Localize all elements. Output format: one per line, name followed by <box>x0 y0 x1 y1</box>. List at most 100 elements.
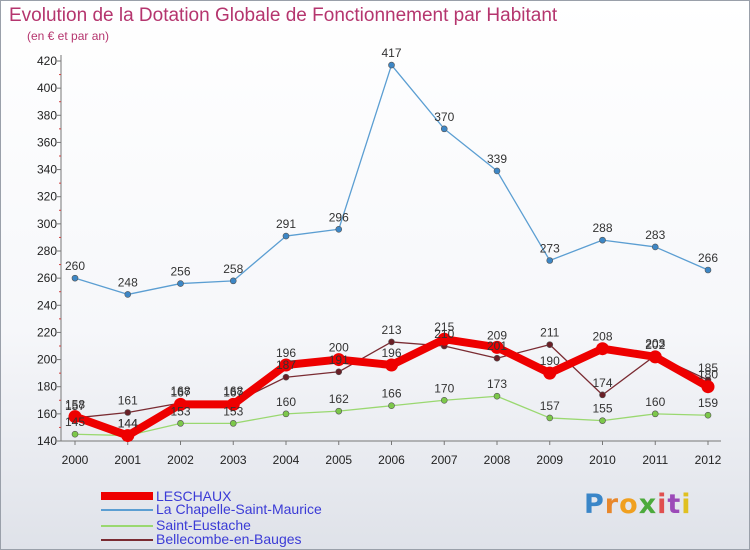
y-tick-label: 260 <box>37 271 57 285</box>
x-tick-label: 2004 <box>273 453 300 467</box>
data-label-leschaux: 167 <box>223 385 243 399</box>
data-point-leschaux <box>332 353 346 367</box>
legend-label-saint-eustache: Saint-Eustache <box>156 517 251 533</box>
data-point-la-chapelle-saint-maurice <box>440 125 448 133</box>
data-point-leschaux <box>701 380 715 394</box>
chart-subtitle: (en € et par an) <box>27 29 110 43</box>
data-label-la-chapelle-saint-maurice: 339 <box>487 152 507 166</box>
data-label-bellecombe-en-bauges: 185 <box>698 361 718 375</box>
data-point-la-chapelle-saint-maurice <box>229 277 237 285</box>
data-point-leschaux <box>648 350 662 364</box>
data-label-la-chapelle-saint-maurice: 283 <box>645 228 665 242</box>
x-tick-label: 2006 <box>378 453 405 467</box>
data-label-saint-eustache: 162 <box>329 392 349 406</box>
x-tick-label: 2000 <box>62 453 89 467</box>
x-tick-label: 2007 <box>431 453 458 467</box>
series-line-la-chapelle-saint-maurice <box>74 64 709 296</box>
data-label-bellecombe-en-bauges: 191 <box>329 353 349 367</box>
y-tick-label: 280 <box>37 244 57 258</box>
data-label-saint-eustache: 145 <box>65 415 85 429</box>
x-tick-label: 2001 <box>114 453 141 467</box>
y-tick-label: 320 <box>37 190 57 204</box>
data-point-la-chapelle-saint-maurice <box>546 257 554 264</box>
data-label-la-chapelle-saint-maurice: 273 <box>540 242 560 256</box>
data-point-leschaux <box>543 366 557 380</box>
data-label-saint-eustache: 153 <box>223 404 243 418</box>
data-point-la-chapelle-saint-maurice <box>124 291 132 298</box>
data-label-leschaux: 180 <box>698 368 718 382</box>
data-point-bellecombe-en-bauges <box>599 391 606 399</box>
data-label-saint-eustache: 144 <box>118 417 138 431</box>
data-point-la-chapelle-saint-maurice <box>335 225 343 233</box>
x-tick-label: 2010 <box>589 453 616 467</box>
data-point-bellecombe-en-bauges <box>124 409 132 416</box>
data-label-la-chapelle-saint-maurice: 296 <box>329 210 349 224</box>
data-label-bellecombe-en-bauges: 161 <box>118 394 138 408</box>
proxiti-logo: Proxiti <box>584 489 692 520</box>
data-point-bellecombe-en-bauges <box>546 341 554 348</box>
data-point-saint-eustache <box>651 410 659 418</box>
x-tick-label: 2008 <box>484 453 511 467</box>
x-tick-label: 2005 <box>325 453 352 467</box>
data-point-saint-eustache <box>71 430 79 438</box>
data-point-la-chapelle-saint-maurice <box>599 236 606 244</box>
data-point-la-chapelle-saint-maurice <box>704 266 712 274</box>
data-point-leschaux <box>490 340 504 354</box>
data-point-la-chapelle-saint-maurice <box>651 243 659 251</box>
x-tick-label: 2012 <box>695 453 722 467</box>
data-label-leschaux: 209 <box>487 328 507 342</box>
y-tick-label: 360 <box>37 135 57 149</box>
data-label-leschaux: 196 <box>276 346 296 360</box>
y-tick-label: 240 <box>37 298 57 312</box>
data-point-saint-eustache <box>388 402 395 410</box>
data-point-saint-eustache <box>440 396 448 404</box>
data-label-bellecombe-en-bauges: 210 <box>434 327 454 341</box>
y-tick-label: 340 <box>37 163 57 177</box>
data-point-leschaux <box>385 358 398 372</box>
data-point-saint-eustache <box>493 392 501 400</box>
legend-label-leschaux: LESCHAUX <box>156 488 232 504</box>
data-label-leschaux: 144 <box>118 417 138 431</box>
data-label-la-chapelle-saint-maurice: 256 <box>170 265 190 279</box>
x-tick-label: 2003 <box>220 453 247 467</box>
data-label-saint-eustache: 153 <box>170 404 190 418</box>
data-point-leschaux <box>437 332 451 346</box>
data-label-leschaux: 208 <box>592 330 612 344</box>
y-tick-label: 420 <box>37 54 57 68</box>
data-point-la-chapelle-saint-maurice <box>493 167 501 175</box>
data-point-bellecombe-en-bauges <box>282 373 290 381</box>
data-label-saint-eustache: 157 <box>540 399 560 413</box>
data-label-bellecombe-en-bauges: 203 <box>645 337 665 351</box>
data-point-bellecombe-en-bauges <box>388 338 395 346</box>
y-tick-label: 180 <box>37 380 57 394</box>
legend-swatch-saint-eustache <box>101 525 153 527</box>
data-label-leschaux: 202 <box>645 338 665 352</box>
data-label-saint-eustache: 173 <box>487 377 507 391</box>
y-tick-label: 160 <box>37 407 57 421</box>
chart-title: Evolution de la Dotation Globale de Fonc… <box>9 5 558 26</box>
data-label-bellecombe-en-bauges: 213 <box>381 323 401 337</box>
data-label-la-chapelle-saint-maurice: 260 <box>65 259 85 273</box>
data-label-bellecombe-en-bauges: 201 <box>487 339 507 353</box>
x-tick-label: 2011 <box>642 453 668 467</box>
data-label-la-chapelle-saint-maurice: 248 <box>118 275 138 289</box>
data-label-la-chapelle-saint-maurice: 370 <box>434 110 454 124</box>
data-label-saint-eustache: 160 <box>276 395 296 409</box>
data-label-leschaux: 200 <box>329 341 349 355</box>
legend-swatch-bellecombe <box>101 539 153 541</box>
data-point-leschaux <box>279 358 293 372</box>
y-tick-label: 200 <box>37 353 57 367</box>
data-point-bellecombe-en-bauges <box>335 368 343 376</box>
data-label-saint-eustache: 160 <box>645 395 665 409</box>
data-point-la-chapelle-saint-maurice <box>71 274 79 282</box>
data-label-bellecombe-en-bauges: 157 <box>65 399 85 413</box>
data-label-leschaux: 158 <box>65 398 85 412</box>
legend-label-la-chapelle: La Chapelle-Saint-Maurice <box>156 501 322 517</box>
data-point-leschaux <box>68 410 82 424</box>
data-point-saint-eustache <box>704 411 712 419</box>
y-tick-label: 220 <box>37 325 57 339</box>
data-label-leschaux: 167 <box>170 385 190 399</box>
data-label-bellecombe-en-bauges: 168 <box>223 384 243 398</box>
